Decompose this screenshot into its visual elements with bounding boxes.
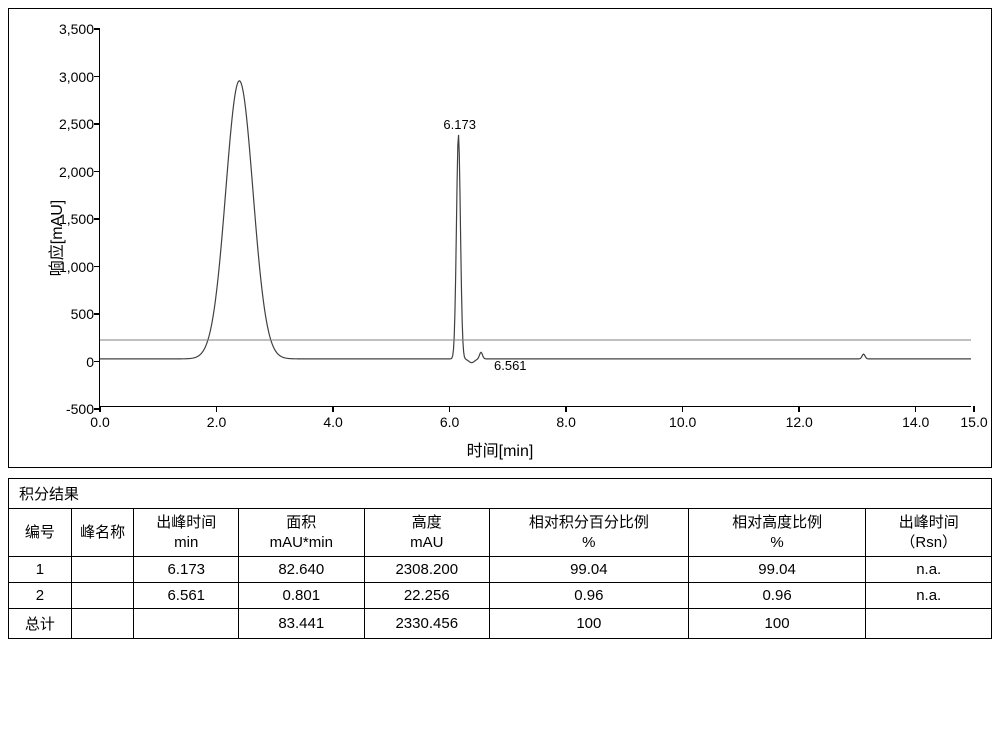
table-cell: n.a. xyxy=(866,557,992,583)
ytick-label: 3,500 xyxy=(59,21,94,37)
table-cell: 1 xyxy=(9,557,72,583)
xtick-label: 0.0 xyxy=(90,414,109,430)
x-axis-label: 时间[min] xyxy=(467,437,534,461)
ytick-label: 500 xyxy=(71,306,94,322)
table-cell: n.a. xyxy=(866,583,992,609)
ytick-label: 2,000 xyxy=(59,164,94,180)
table-cell xyxy=(71,557,134,583)
table-body: 积分结果 编号峰名称出峰时间 min面积 mAU*min高度 mAU相对积分百分… xyxy=(9,479,992,639)
table-cell: 22.256 xyxy=(364,583,489,609)
peak-label: 6.173 xyxy=(443,117,476,132)
ytick-label: 1,500 xyxy=(59,211,94,227)
table-cell: 83.441 xyxy=(239,609,364,639)
plot-area: -50005001,0001,5002,0002,5003,0003,5000.… xyxy=(99,29,971,407)
table-header-cell: 编号 xyxy=(9,509,72,557)
table-cell: 100 xyxy=(490,609,689,639)
table-cell: 0.96 xyxy=(490,583,689,609)
table-cell xyxy=(71,609,134,639)
table-cell xyxy=(134,609,239,639)
table-cell: 2330.456 xyxy=(364,609,489,639)
ytick-label: 0 xyxy=(86,354,94,370)
table-row: 16.17382.6402308.20099.0499.04n.a. xyxy=(9,557,992,583)
chromatogram-svg xyxy=(100,29,971,406)
table-cell: 0.96 xyxy=(688,583,866,609)
ytick-label: 3,000 xyxy=(59,69,94,85)
table-header-cell: 出峰时间 （Rsn） xyxy=(866,509,992,557)
results-table-wrap: 积分结果 编号峰名称出峰时间 min面积 mAU*min高度 mAU相对积分百分… xyxy=(8,478,992,639)
table-header-cell: 高度 mAU xyxy=(364,509,489,557)
table-cell: 2308.200 xyxy=(364,557,489,583)
table-cell xyxy=(71,583,134,609)
table-title-row: 积分结果 xyxy=(9,479,992,509)
xtick-label: 8.0 xyxy=(556,414,575,430)
table-row: 26.5610.80122.2560.960.96n.a. xyxy=(9,583,992,609)
table-title: 积分结果 xyxy=(9,479,992,509)
xtick-label: 2.0 xyxy=(207,414,226,430)
table-cell: 0.801 xyxy=(239,583,364,609)
chromatogram-trace xyxy=(100,81,971,363)
xtick-label: 10.0 xyxy=(669,414,696,430)
table-header-row: 编号峰名称出峰时间 min面积 mAU*min高度 mAU相对积分百分比例 %相… xyxy=(9,509,992,557)
table-header-cell: 相对积分百分比例 % xyxy=(490,509,689,557)
table-cell: 总计 xyxy=(9,609,72,639)
table-cell: 2 xyxy=(9,583,72,609)
results-table: 积分结果 编号峰名称出峰时间 min面积 mAU*min高度 mAU相对积分百分… xyxy=(8,478,992,639)
table-cell: 99.04 xyxy=(490,557,689,583)
table-header-cell: 面积 mAU*min xyxy=(239,509,364,557)
chromatogram-chart: 响应[mAU] 时间[min] -50005001,0001,5002,0002… xyxy=(8,8,992,468)
peak-label: 6.561 xyxy=(494,358,527,373)
table-header-cell: 峰名称 xyxy=(71,509,134,557)
table-row: 总计83.4412330.456100100 xyxy=(9,609,992,639)
xtick-label: 6.0 xyxy=(440,414,459,430)
table-cell: 6.173 xyxy=(134,557,239,583)
xtick-label: 14.0 xyxy=(902,414,929,430)
table-cell: 82.640 xyxy=(239,557,364,583)
table-cell xyxy=(866,609,992,639)
xtick-label: 4.0 xyxy=(323,414,342,430)
table-cell: 6.561 xyxy=(134,583,239,609)
table-cell: 99.04 xyxy=(688,557,866,583)
ytick-label: 1,000 xyxy=(59,259,94,275)
xtick-label: 12.0 xyxy=(786,414,813,430)
xtick-label: 15.0 xyxy=(960,414,987,430)
table-cell: 100 xyxy=(688,609,866,639)
table-header-cell: 出峰时间 min xyxy=(134,509,239,557)
ytick-label: 2,500 xyxy=(59,116,94,132)
table-header-cell: 相对高度比例 % xyxy=(688,509,866,557)
